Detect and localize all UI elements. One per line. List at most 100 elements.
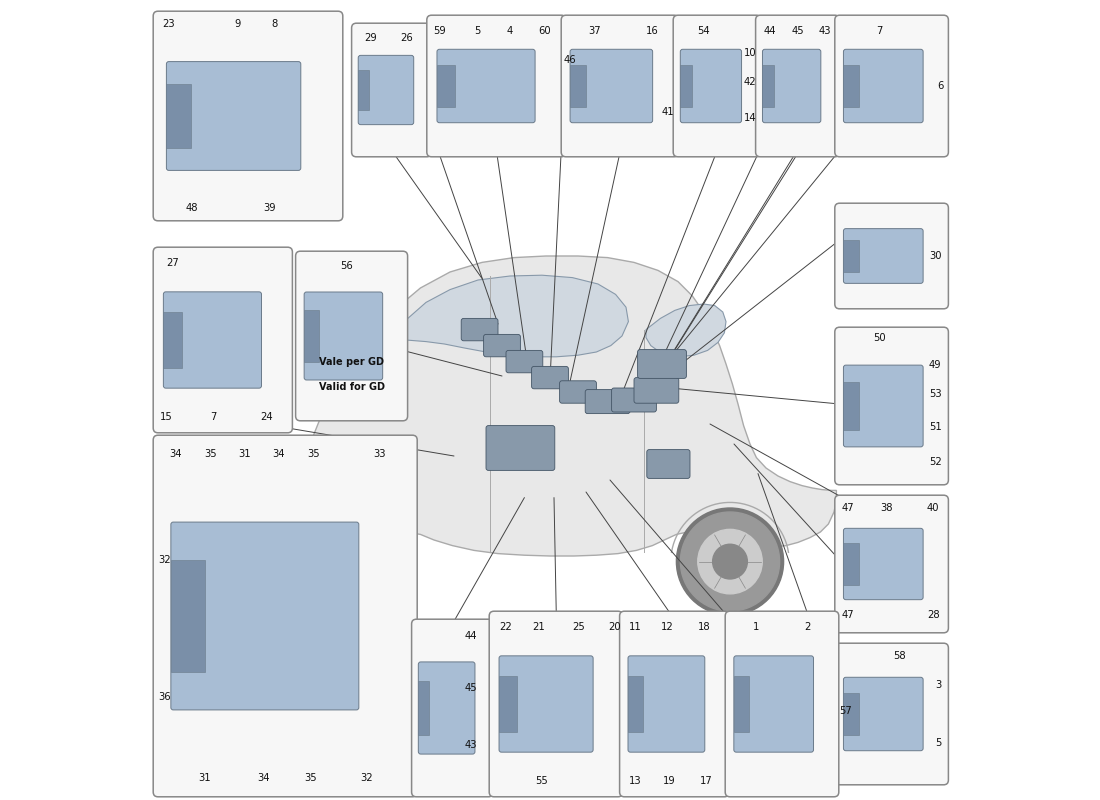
FancyBboxPatch shape	[166, 62, 300, 170]
Text: 8: 8	[272, 19, 278, 29]
Text: 44: 44	[763, 26, 776, 35]
FancyBboxPatch shape	[484, 334, 520, 357]
Text: 43: 43	[818, 26, 830, 35]
FancyBboxPatch shape	[437, 50, 535, 122]
Text: 15: 15	[160, 413, 173, 422]
Text: 2: 2	[804, 622, 810, 631]
Text: 45: 45	[465, 683, 477, 693]
Text: © pastime 1985: © pastime 1985	[486, 414, 646, 482]
Text: 60: 60	[538, 26, 551, 35]
Text: 35: 35	[204, 449, 217, 459]
FancyBboxPatch shape	[153, 435, 417, 797]
FancyBboxPatch shape	[531, 366, 569, 389]
Circle shape	[713, 544, 747, 579]
Text: 27: 27	[166, 258, 178, 267]
Text: 18: 18	[698, 622, 711, 631]
FancyBboxPatch shape	[490, 611, 623, 797]
FancyBboxPatch shape	[638, 350, 686, 378]
FancyBboxPatch shape	[359, 70, 369, 110]
FancyBboxPatch shape	[166, 84, 191, 148]
Circle shape	[308, 546, 341, 578]
FancyBboxPatch shape	[844, 65, 858, 107]
Text: 1: 1	[752, 622, 759, 631]
Polygon shape	[646, 304, 726, 357]
Text: 55: 55	[535, 777, 548, 786]
FancyBboxPatch shape	[628, 676, 642, 732]
Text: 12: 12	[661, 622, 674, 631]
FancyBboxPatch shape	[835, 327, 948, 485]
FancyBboxPatch shape	[619, 611, 729, 797]
FancyBboxPatch shape	[734, 676, 749, 732]
FancyBboxPatch shape	[844, 365, 923, 447]
Text: 37: 37	[587, 26, 601, 35]
Text: 31: 31	[239, 449, 251, 459]
Text: 19: 19	[663, 777, 675, 786]
Circle shape	[676, 508, 783, 615]
FancyBboxPatch shape	[835, 643, 948, 785]
Text: 26: 26	[400, 33, 414, 43]
FancyBboxPatch shape	[461, 318, 498, 341]
Text: 29: 29	[364, 33, 377, 43]
FancyBboxPatch shape	[762, 65, 773, 107]
Circle shape	[294, 531, 354, 592]
Text: 56: 56	[340, 261, 353, 270]
Polygon shape	[392, 275, 628, 357]
Text: 17: 17	[700, 777, 713, 786]
Text: 32: 32	[158, 554, 170, 565]
FancyBboxPatch shape	[352, 23, 431, 157]
Text: 34: 34	[169, 449, 183, 459]
Circle shape	[278, 515, 371, 608]
Text: 4: 4	[506, 26, 513, 35]
FancyBboxPatch shape	[835, 15, 948, 157]
Text: 41: 41	[661, 107, 674, 118]
Text: 46: 46	[564, 54, 576, 65]
Text: 24: 24	[261, 413, 273, 422]
Text: 58: 58	[893, 651, 906, 661]
Text: 30: 30	[930, 251, 942, 261]
FancyBboxPatch shape	[304, 310, 319, 362]
FancyBboxPatch shape	[170, 560, 206, 672]
FancyBboxPatch shape	[411, 619, 493, 797]
Text: Vale per GD: Vale per GD	[319, 357, 384, 366]
FancyBboxPatch shape	[359, 55, 414, 125]
Text: 5: 5	[474, 26, 480, 35]
Text: 33: 33	[373, 449, 386, 459]
Text: 11: 11	[629, 622, 641, 631]
FancyBboxPatch shape	[844, 543, 858, 585]
Text: 47: 47	[842, 502, 855, 513]
FancyBboxPatch shape	[170, 522, 359, 710]
FancyBboxPatch shape	[844, 693, 858, 735]
Text: 7: 7	[210, 413, 217, 422]
Text: 52: 52	[928, 458, 942, 467]
FancyBboxPatch shape	[844, 240, 858, 272]
Text: 34: 34	[273, 449, 285, 459]
Text: 23: 23	[163, 19, 175, 29]
FancyBboxPatch shape	[762, 50, 821, 122]
Text: 35: 35	[307, 449, 319, 459]
Text: 13: 13	[629, 777, 641, 786]
Text: 39: 39	[263, 203, 276, 213]
Circle shape	[681, 512, 780, 611]
Text: 16: 16	[646, 26, 659, 35]
Text: Valid for GD: Valid for GD	[319, 382, 385, 392]
Text: 21: 21	[532, 622, 544, 631]
Polygon shape	[290, 256, 836, 564]
Text: 50: 50	[872, 333, 886, 343]
FancyBboxPatch shape	[673, 15, 761, 157]
Text: 49: 49	[930, 359, 942, 370]
Text: 54: 54	[696, 26, 710, 35]
FancyBboxPatch shape	[844, 382, 858, 430]
FancyBboxPatch shape	[647, 450, 690, 478]
Text: 6: 6	[937, 81, 944, 91]
Text: 53: 53	[930, 389, 942, 399]
Text: 5: 5	[935, 738, 942, 748]
FancyBboxPatch shape	[612, 388, 657, 412]
FancyBboxPatch shape	[164, 312, 182, 368]
Text: 59: 59	[433, 26, 446, 35]
Text: 48: 48	[186, 203, 198, 213]
FancyBboxPatch shape	[296, 251, 408, 421]
FancyBboxPatch shape	[680, 65, 692, 107]
Text: 44: 44	[465, 630, 477, 641]
Text: 32: 32	[361, 773, 373, 783]
FancyBboxPatch shape	[304, 292, 383, 380]
